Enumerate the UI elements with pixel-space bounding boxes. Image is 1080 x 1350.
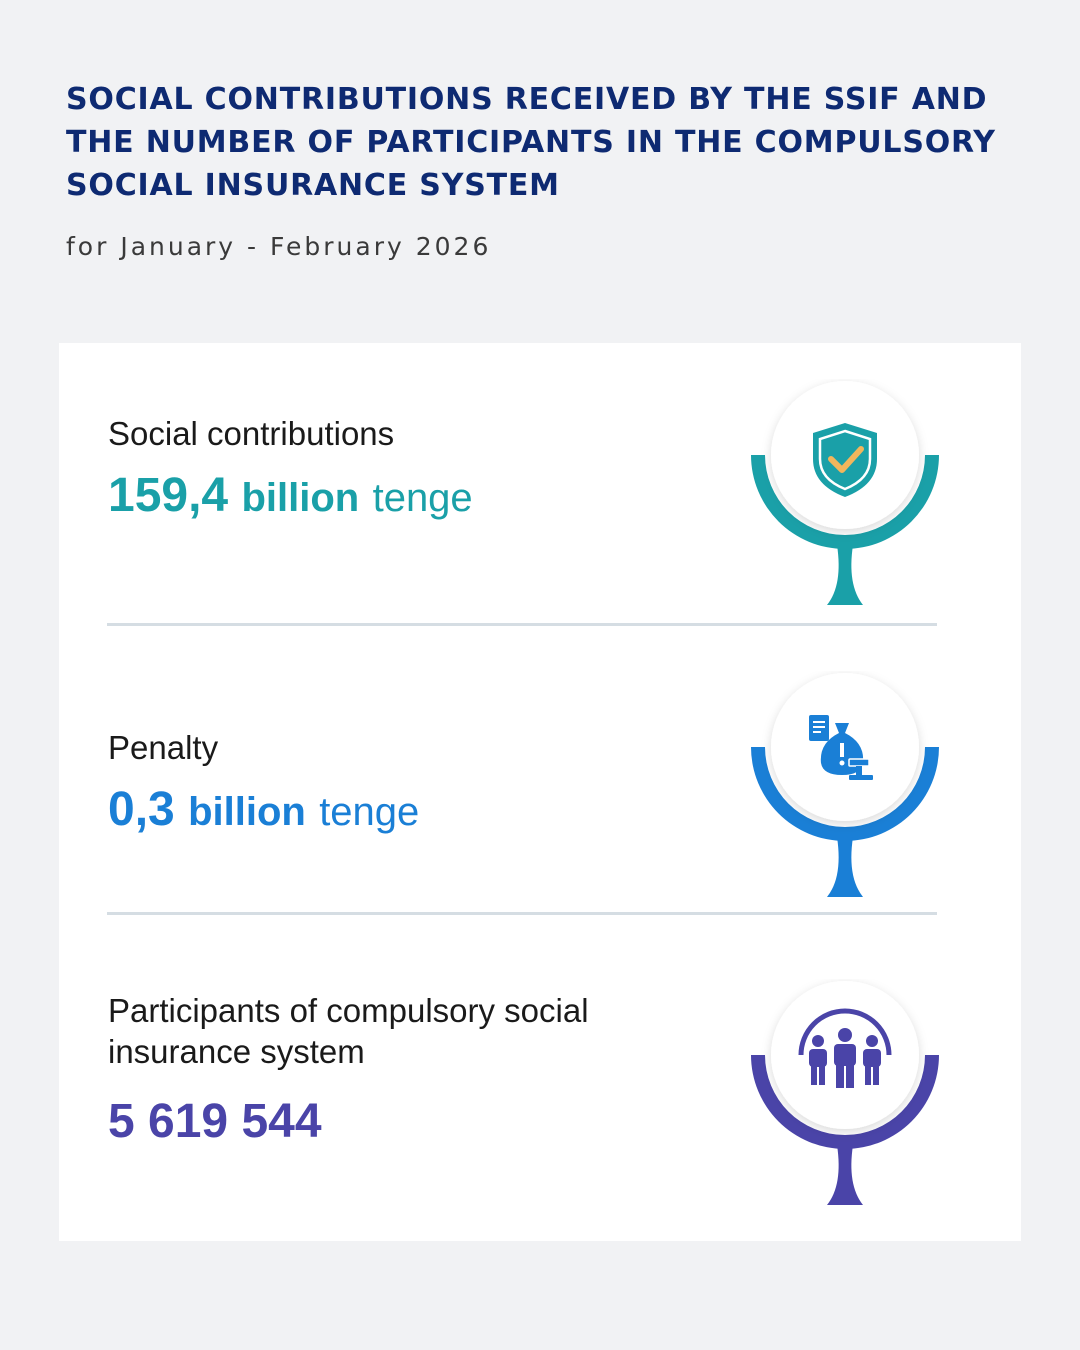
stat-unit: billion xyxy=(188,790,306,834)
stat-number: 5 619 544 xyxy=(108,1095,322,1148)
stat-penalty: Penalty 0,3 billion tenge xyxy=(108,727,419,840)
stat-value: 0,3 billion tenge xyxy=(108,782,419,840)
shield-check-icon xyxy=(745,379,945,619)
stat-value: 159,4 billion tenge xyxy=(108,468,473,526)
page-title: SOCIAL CONTRIBUTIONS RECEIVED BY THE SSI… xyxy=(66,82,996,203)
stat-label: Participants of compulsory social insura… xyxy=(108,992,589,1070)
stat-social-contributions: Social contributions 159,4 billion tenge xyxy=(108,413,473,526)
page-subtitle: for January - February 2026 xyxy=(66,232,492,261)
money-bag-gavel-icon xyxy=(745,671,945,911)
stat-participants: Participants of compulsory social insura… xyxy=(108,990,668,1150)
stats-card: Social contributions 159,4 billion tenge… xyxy=(59,343,1021,1241)
divider xyxy=(107,912,937,915)
people-group-icon xyxy=(745,979,945,1219)
stat-currency: tenge xyxy=(319,790,420,834)
stat-currency: tenge xyxy=(372,476,473,520)
stat-value: 5 619 544 xyxy=(108,1094,668,1150)
stat-number: 0,3 xyxy=(108,783,175,836)
stat-number: 159,4 xyxy=(108,469,229,522)
stat-unit: billion xyxy=(241,476,360,520)
stat-label: Penalty xyxy=(108,729,219,766)
stat-label: Social contributions xyxy=(108,415,395,452)
divider xyxy=(107,623,937,626)
